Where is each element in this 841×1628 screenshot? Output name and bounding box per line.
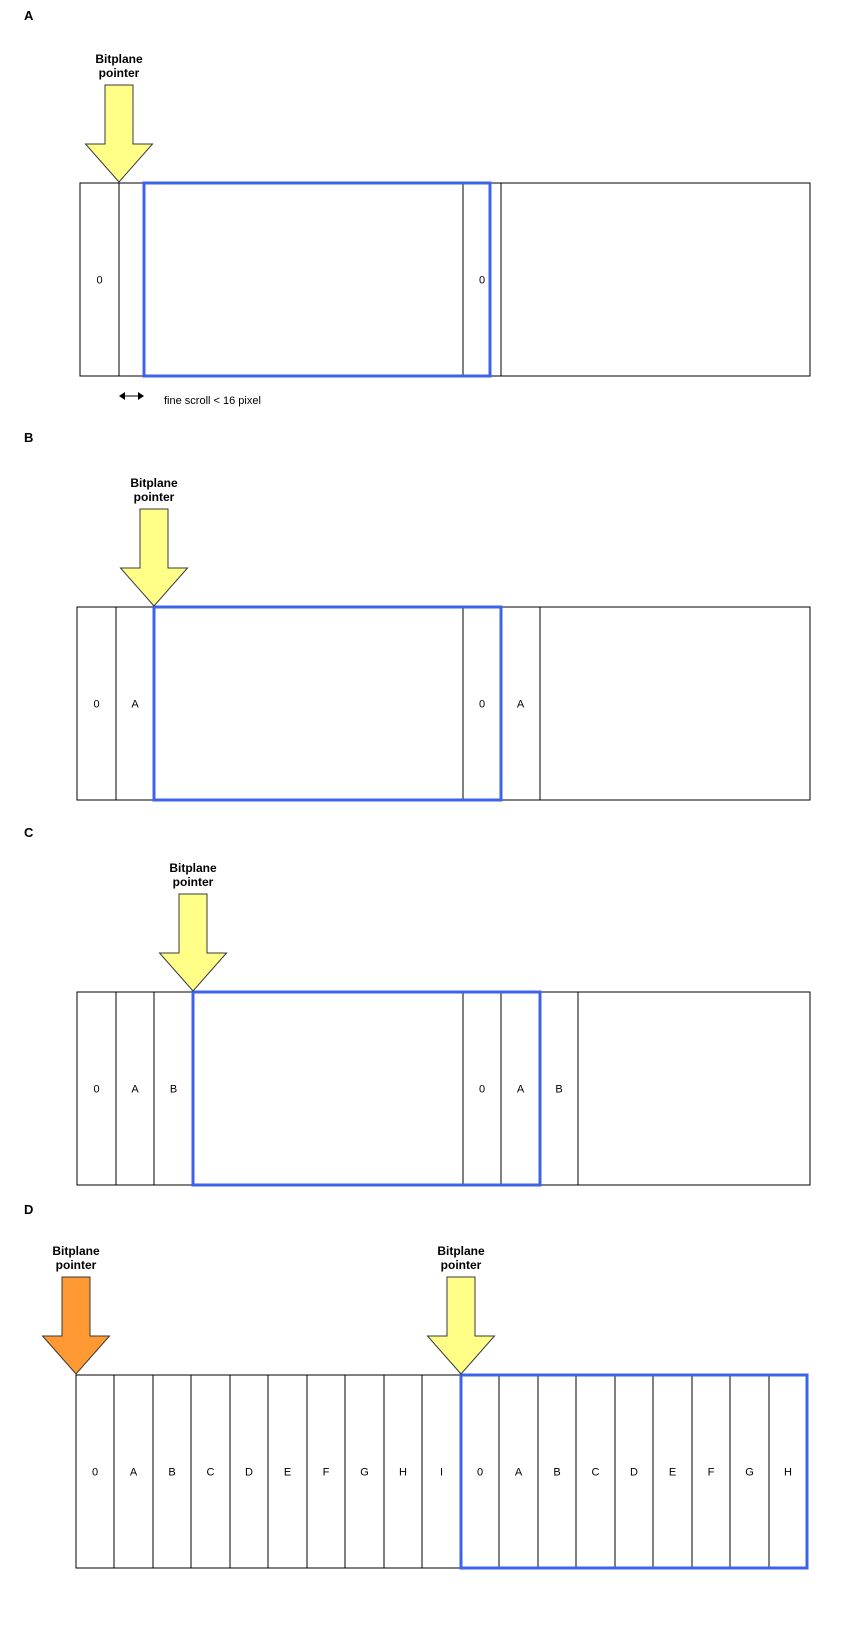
pointer-label-line2: pointer [441,1258,482,1272]
visible-viewport-frame [191,990,542,1187]
visible-viewport-frame [142,181,492,378]
bitplane-pointer-arrow-icon [41,1276,111,1375]
cell-label: F [323,1467,330,1479]
memory-word-cell [76,606,117,801]
cell-label: D [630,1467,638,1479]
cell-label: A [515,1467,523,1479]
memory-word-cell [539,991,579,1186]
fine-scroll-note: fine scroll < 16 pixel [164,395,261,407]
pointer-label-line1: Bitplane [52,1244,100,1258]
cell-label: 0 [479,1084,485,1096]
cell-label: E [284,1467,291,1479]
panel-label: C [24,825,34,840]
panel-d: D0 A B C D E F G H I 0 A B C D E F G HBitplanepointerBitpl… [24,1202,809,1570]
cell-label: 0 [96,275,102,287]
memory-word-cell [383,1374,423,1569]
memory-word-cell [577,991,811,1186]
memory-word-cell [152,1374,192,1569]
memory-word-cell [76,991,117,1186]
bitplane-pointer-arrow-icon [158,893,228,992]
panel-label: D [24,1202,33,1217]
memory-word-cell [729,1374,770,1569]
cell-label: I [440,1467,443,1479]
arrowhead-right-icon [138,392,144,400]
cell-label: 0 [92,1467,98,1479]
bitplane-pointer-arrow-icon [84,84,154,183]
cell-label: B [168,1467,175,1479]
memory-word-cell [229,1374,269,1569]
cell-label: G [745,1467,754,1479]
memory-word-cell [79,182,120,377]
panel-label: A [24,8,34,23]
memory-word-cell [500,606,541,801]
memory-word-cell [614,1374,654,1569]
cell-label: B [170,1084,177,1096]
cell-label: B [555,1084,562,1096]
pointer-label-line2: pointer [173,875,214,889]
cell-label: H [784,1467,792,1479]
memory-word-cell [691,1374,731,1569]
memory-word-cell [500,182,811,377]
bitplane-pointer-arrow-icon [426,1276,496,1375]
memory-word-cell [539,606,811,801]
cell-label: A [517,1084,525,1096]
cell-label: A [517,699,525,711]
cell-label: A [131,1084,139,1096]
cell-label: F [708,1467,715,1479]
cell-label: C [207,1467,215,1479]
cell-label: D [245,1467,253,1479]
panel-label: B [24,430,33,445]
memory-word-cell [462,182,502,377]
memory-word-cell [267,1374,308,1569]
memory-word-cell [498,1374,539,1569]
pointer-label-line1: Bitplane [437,1244,485,1258]
cell-label: 0 [93,1084,99,1096]
memory-word-cell [192,991,464,1186]
memory-word-cell [190,1374,231,1569]
cell-label: E [669,1467,676,1479]
cell-label: B [553,1467,560,1479]
cell-label: 0 [479,275,485,287]
visible-viewport-frame [459,1373,809,1570]
cell-label: H [399,1467,407,1479]
memory-word-cell [118,182,145,377]
memory-word-cell [75,1374,115,1569]
cell-label: C [592,1467,600,1479]
pointer-label-line1: Bitplane [169,861,217,875]
cell-label: 0 [93,699,99,711]
memory-word-cell [143,182,464,377]
pointer-label-line1: Bitplane [95,52,143,66]
memory-word-cell [306,1374,346,1569]
cell-label: 0 [477,1467,483,1479]
arrowhead-left-icon [119,392,125,400]
pointer-label-line2: pointer [134,490,175,504]
pointer-label-line2: pointer [56,1258,97,1272]
cell-label: A [130,1467,138,1479]
pointer-label-line2: pointer [99,66,140,80]
cell-label: 0 [479,699,485,711]
memory-word-cell [115,606,155,801]
memory-word-cell [153,991,194,1186]
memory-word-cell [115,991,155,1186]
memory-word-cell [153,606,464,801]
cell-label: A [131,699,139,711]
pointer-label-line1: Bitplane [130,476,178,490]
memory-word-cell [537,1374,577,1569]
memory-word-cell [421,1374,462,1569]
visible-viewport-frame [152,605,503,802]
memory-word-cell [652,1374,693,1569]
cell-label: G [360,1467,369,1479]
memory-word-cell [344,1374,385,1569]
bitplane-pointer-arrow-icon [119,508,189,607]
memory-word-cell [575,1374,616,1569]
